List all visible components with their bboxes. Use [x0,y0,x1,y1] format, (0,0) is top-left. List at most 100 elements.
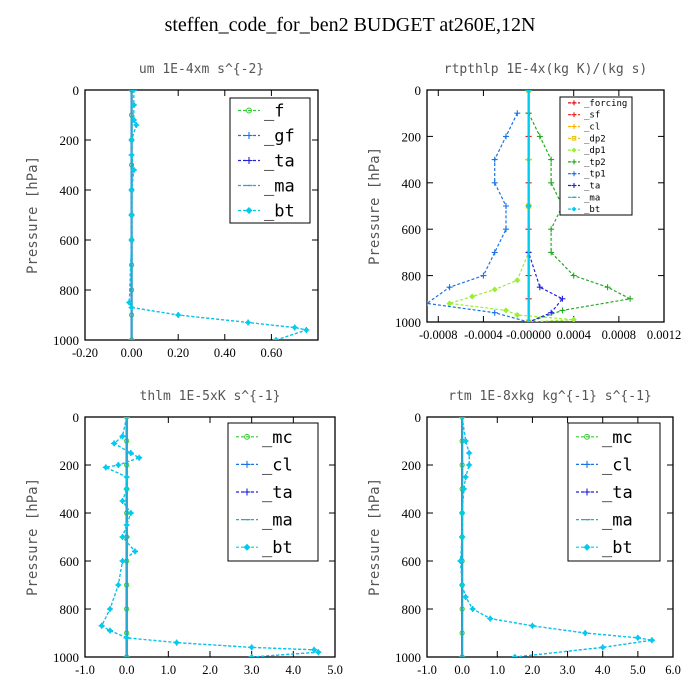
y-tick-label: 600 [60,233,80,248]
x-tick-label: 1.0 [161,663,177,677]
legend-label: _dp1 [584,146,606,156]
x-tick-label: 0.0012 [647,328,681,342]
series-group [457,417,655,657]
y-tick-label: 0 [73,410,80,425]
point-s6-8 [446,284,453,291]
point-s4-5 [128,152,135,158]
point-slegend-0 [571,100,577,106]
point-slegend-3 [571,136,577,141]
y-tick-label: 600 [60,554,80,569]
x-tick-label: 0.0004 [557,328,592,342]
point-s4-12 [487,615,494,622]
point-s4-17 [98,622,105,629]
point-s4-7 [128,187,135,193]
point-s4-14 [582,630,589,636]
point-s6-1 [503,133,509,140]
legend-label: _bt [602,538,633,558]
point-s5-2 [548,156,555,163]
point-s4-6 [446,300,453,307]
point-s4-18 [511,654,518,657]
point-s5-3 [548,179,555,186]
legend-label: _mc [602,428,633,448]
point-s4-23 [315,649,322,656]
legend-label: _f [264,102,284,122]
point-s4-12 [119,534,126,540]
x-tick-label: -0.0004 [464,328,503,342]
point-s5-7 [570,272,577,279]
point-s4-13 [245,319,252,326]
legend-label: _ta [264,152,295,172]
legend-label: _bt [262,538,293,558]
x-tick-label: 2.0 [525,663,541,677]
point-s4-0 [130,90,137,93]
point-s4-5 [115,462,122,468]
point-s4-15 [634,634,641,641]
point-s4-6 [102,464,109,471]
point-s4-2 [130,117,137,123]
legend-label: _cl [262,455,293,475]
chart-panel-3: thlm 1E-5xK s^{-1} Pressure [hPa] 0 200 400 6… [25,389,343,677]
legend-label: _forcing [584,99,627,109]
legend: _forcing _sf _cl_dp2 _dp1 _tp2 _tp1 _ta_ma _bt [559,96,633,216]
point-s4-16 [648,637,655,644]
x-tick-label: 5.0 [327,663,343,677]
point-s4-0 [123,417,130,420]
point-s4-10 [126,299,133,306]
y-tick-label: 0 [415,410,422,425]
point-s4-1 [119,433,126,440]
point-s4-3 [133,122,140,128]
point-s4-14 [291,324,298,331]
y-tick-label: 0 [415,83,422,98]
legend: _f _gf _ta _ma _bt [229,97,311,224]
plot-frame [84,89,319,341]
point-s4-21 [248,644,255,651]
y-tick-label: 400 [402,176,422,191]
x-tick-label: -0.0008 [419,328,458,342]
point-s4-2 [466,450,473,456]
point-slegend-0 [584,433,590,440]
y-tick-label: 0 [73,83,80,98]
point-s5-10 [559,307,566,314]
x-tick-label: -0.00000 [506,328,551,342]
series-group [126,90,310,340]
point-slegend-2 [571,124,577,129]
legend-label: _bt [584,205,600,215]
series-group [427,90,634,322]
legend-label: _cl [602,455,633,475]
point-s4-6 [130,167,137,173]
y-tick-label: 1000 [395,650,421,665]
point-s4-3 [466,462,473,468]
x-tick-label: 0.0 [119,663,135,677]
point-s9-1 [525,203,532,209]
point-s4-2 [111,440,118,447]
point-s6-3 [491,179,498,186]
x-tick-label: 3.0 [560,663,576,677]
point-s5-6 [548,249,555,256]
point-s4-14 [119,558,126,564]
point-s4-3 [514,277,521,284]
legend-label: _bt [264,202,295,222]
point-slegend-1 [243,460,251,468]
y-axis-label: Pressure [hPa] [25,156,41,274]
legend-label: _ta [262,483,293,503]
point-s4-16 [107,606,113,612]
point-slegend-4 [583,543,591,551]
legend: _mc _cl _ta _ma _bt [227,422,319,562]
point-slegend-1 [571,112,577,118]
point-s5-8 [604,284,611,291]
x-tick-label: 4.0 [595,663,611,677]
legend-label: _ta [584,182,600,192]
point-s4-3 [127,450,134,456]
point-s4-4 [136,454,143,461]
point-slegend-1 [245,132,253,139]
point-s4-7 [459,534,466,540]
point-slegend-0 [244,433,250,440]
y-tick-label: 200 [60,133,80,148]
point-s4-9 [570,316,577,322]
legend-label: _sf [584,111,600,121]
point-s4-9 [459,582,466,588]
point-s9-0 [525,90,532,93]
chart-title: rtm 1E-8xkg kg^{-1} s^{-1} [448,389,652,404]
x-tick-label: 0.60 [260,346,282,360]
